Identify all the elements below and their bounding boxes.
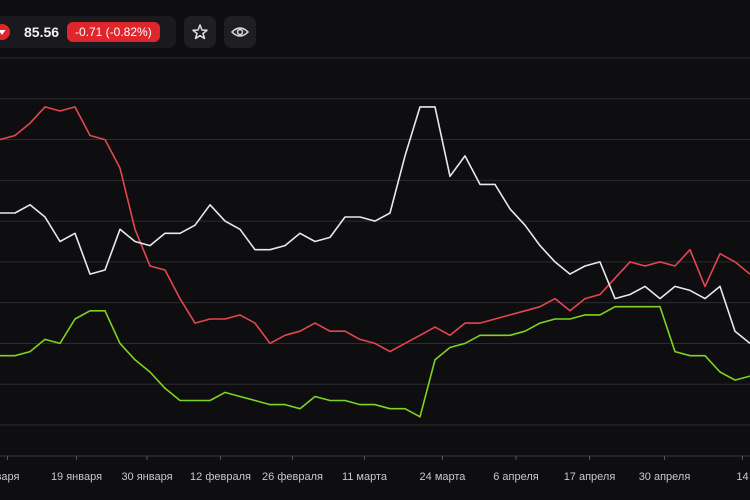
- x-tick-label: 30 апреля: [639, 471, 691, 483]
- watch-button[interactable]: [224, 16, 256, 48]
- x-tick-label: 17 апреля: [564, 471, 616, 483]
- eye-icon: [230, 27, 250, 37]
- x-tick-label: 19 января: [51, 471, 102, 483]
- price: 85.56: [24, 24, 60, 40]
- down-icon: [0, 24, 10, 40]
- change-badge: -0.71 (-0.82%): [67, 22, 160, 42]
- x-tick-label: 26 февраля: [262, 471, 323, 483]
- x-tick-label: 12 февраля: [190, 471, 251, 483]
- series-line: [0, 106, 750, 353]
- x-tick-label: 6 апреля: [493, 471, 539, 483]
- favorite-button[interactable]: [184, 16, 216, 48]
- x-tick-label: 24 марта: [420, 471, 467, 483]
- x-tick-label: 14: [736, 471, 748, 483]
- x-tick-label: 11 марта: [342, 471, 388, 483]
- series-line: [0, 106, 750, 345]
- series-line: [0, 305, 750, 418]
- star-icon: [192, 24, 208, 40]
- x-tick-label: варя: [0, 471, 19, 483]
- x-tick-label: 30 января: [121, 471, 172, 483]
- toolbar: 85.56 -0.71 (-0.82%): [0, 0, 750, 56]
